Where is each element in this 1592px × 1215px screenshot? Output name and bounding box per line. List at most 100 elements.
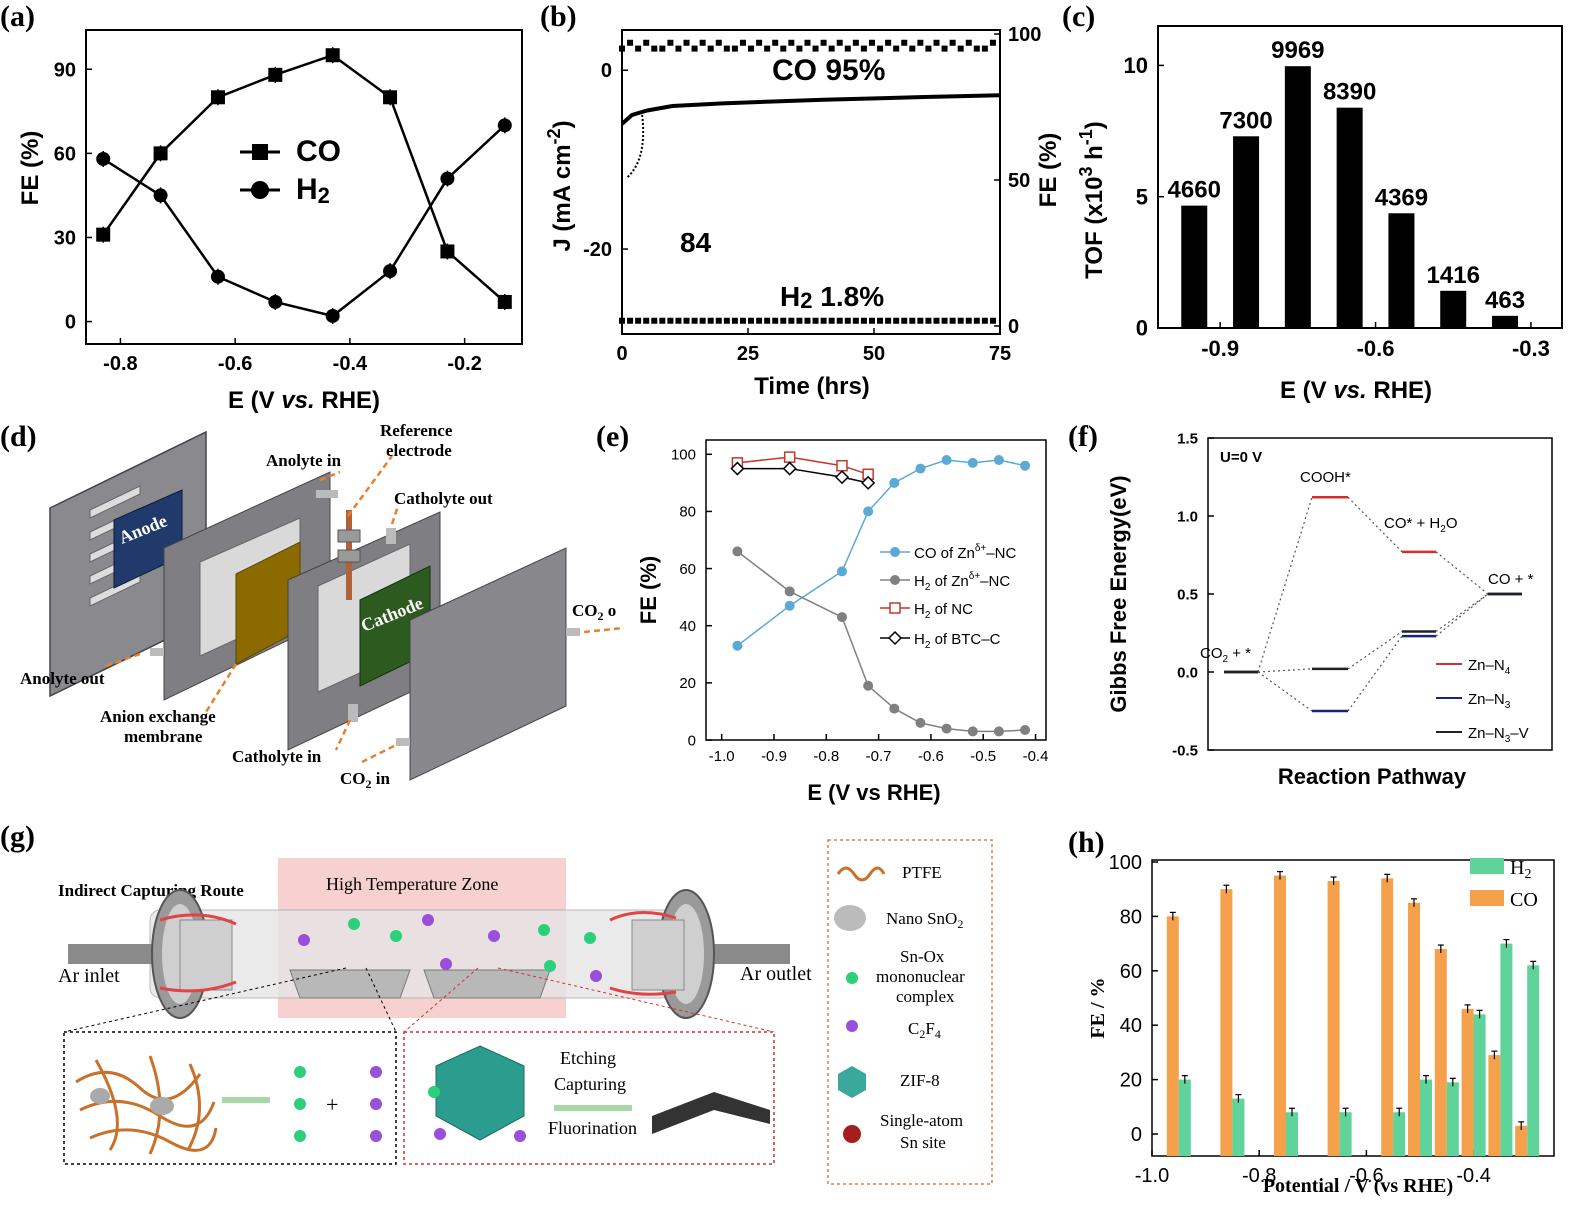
bar-h2	[1500, 943, 1513, 1156]
anolyte-out-label: Anolyte out	[20, 669, 105, 688]
fe-co-point	[901, 39, 908, 46]
legend-a: CO H2	[240, 135, 341, 208]
panel-label-d: (d)	[0, 420, 37, 453]
series-line-e-2	[737, 456, 869, 475]
legend-g-snox-2: mononuclear	[876, 967, 965, 986]
fe-co-point	[780, 45, 787, 52]
x-tick-label: 75	[989, 343, 1011, 365]
fe-co-point	[860, 45, 867, 52]
fe-co-point	[917, 39, 924, 46]
plot-frame-a	[85, 29, 523, 345]
bar-h2	[1527, 965, 1540, 1156]
fe-h2-point	[981, 317, 988, 324]
energy-connector	[1347, 635, 1403, 712]
data-point-e-0	[837, 566, 847, 577]
fe-co-point	[699, 39, 706, 46]
fe-co-point	[836, 39, 843, 46]
data-point-h2	[268, 294, 283, 309]
plot-frame-b	[621, 29, 1001, 335]
data-point-e-0	[732, 640, 743, 651]
panel-label-g: (g)	[0, 820, 35, 853]
fe-h2-point	[739, 317, 746, 324]
fe-co-point	[675, 45, 682, 52]
legend-f-n3: Zn–N3	[1468, 691, 1511, 711]
x-axis-label-h: Potential / V (vs RHE)	[1263, 1175, 1453, 1197]
legend-f-n3v: Zn–N3–V	[1468, 725, 1529, 745]
co2-out-label: CO2 o	[572, 601, 616, 623]
y-tick-right-label: 0	[1008, 316, 1019, 338]
x-tick-label: -0.8	[813, 748, 839, 765]
data-point-e-3	[861, 475, 876, 490]
x-axis-label-b: Time (hrs)	[754, 373, 870, 400]
data-point-e-3	[730, 461, 745, 476]
fe-co-point	[772, 39, 779, 46]
fe-co-point	[844, 45, 851, 52]
fe-co-point	[707, 45, 714, 52]
fe-h2-point	[812, 317, 819, 324]
bar-co	[1408, 902, 1420, 1156]
panel-label-e: (e)	[596, 420, 630, 453]
data-point-h2	[153, 188, 168, 203]
legend-e-1: CO of Znδ+–NC	[914, 543, 1016, 562]
fe-h2-point	[973, 317, 980, 324]
catholyte-out-label: Catholyte out	[394, 489, 493, 508]
x-axis-label-e: E (V vs RHE)	[807, 780, 940, 805]
y-tick-label: 0	[1131, 1124, 1142, 1146]
fe-co-point	[957, 45, 964, 52]
data-point-h2	[325, 308, 340, 323]
data-point-e-3	[782, 461, 797, 476]
reference-electrode-label-2: electrode	[386, 441, 452, 460]
y-tick-label: 40	[679, 618, 696, 635]
fe-co-point	[812, 45, 819, 52]
y-tick-label: 80	[679, 504, 696, 521]
data-point-e-0	[1020, 460, 1031, 471]
fe-h2-point	[917, 317, 924, 324]
y-tick-label: -20	[583, 239, 612, 261]
diagram-d: Anode Cathode Reference electrode Anolyt…	[20, 421, 625, 791]
x-axis-label-c: E (V vs. RHE)	[1280, 377, 1432, 404]
fe-co-point	[933, 39, 940, 46]
bar-h2	[1178, 1079, 1191, 1156]
bar-co	[1327, 881, 1340, 1156]
y-tick-label: 0	[1136, 316, 1148, 341]
fe-h2-point	[949, 317, 956, 324]
data-point-e-0	[967, 457, 978, 468]
zif-crystal	[435, 1045, 525, 1141]
fe-h2-point	[772, 317, 779, 324]
y-tick-label: 60	[1120, 961, 1142, 983]
fe-h2-point	[780, 317, 787, 324]
energy-connector	[1257, 497, 1313, 673]
chart-b: 0 25 50 75 0 -20 100 50 0 CO 95% H2 1.8% 84 Ti…	[544, 24, 1062, 400]
y-axis-label-b: J (mA cm-2)	[544, 120, 576, 251]
membrane-label-2: membrane	[124, 727, 203, 746]
x-tick-label: -0.7	[866, 748, 892, 765]
y-tick-label: 0	[601, 60, 612, 82]
etching-label: Etching	[560, 1048, 616, 1068]
y-tick-label: 100	[1109, 852, 1142, 874]
x-axis-label-a: E (V vs. RHE)	[228, 387, 380, 414]
co2-in-label: CO2 in	[340, 769, 390, 791]
fe-co-point	[764, 45, 771, 52]
fe-h2-point	[675, 317, 682, 324]
y-tick-label: 20	[679, 675, 696, 692]
y-tick-label: -0.5	[1172, 742, 1198, 759]
y-tick-label: 30	[54, 227, 76, 249]
fe-h2-point	[885, 317, 892, 324]
reference-electrode-label-1: Reference	[380, 421, 453, 440]
x-tick-label: 25	[737, 343, 759, 365]
bar-tof	[1233, 136, 1260, 328]
diagram-g: High Temperature Zone Indirect Capturing…	[58, 839, 993, 1185]
bar-co	[1381, 878, 1394, 1156]
cathode-end-plate	[409, 547, 567, 781]
condition-f: U=0 V	[1220, 449, 1262, 466]
data-point-e-2	[836, 459, 848, 472]
data-point-e-1	[863, 680, 874, 691]
bar-h2	[1420, 1079, 1432, 1156]
x-tick-label: 0	[616, 343, 627, 365]
annotation-co-b: CO 95%	[772, 54, 885, 87]
fe-co-point	[885, 39, 892, 46]
energy-connector	[1435, 593, 1489, 637]
fe-h2-point	[941, 317, 948, 324]
fe-co-point	[723, 45, 730, 52]
fe-h2-point	[901, 317, 908, 324]
